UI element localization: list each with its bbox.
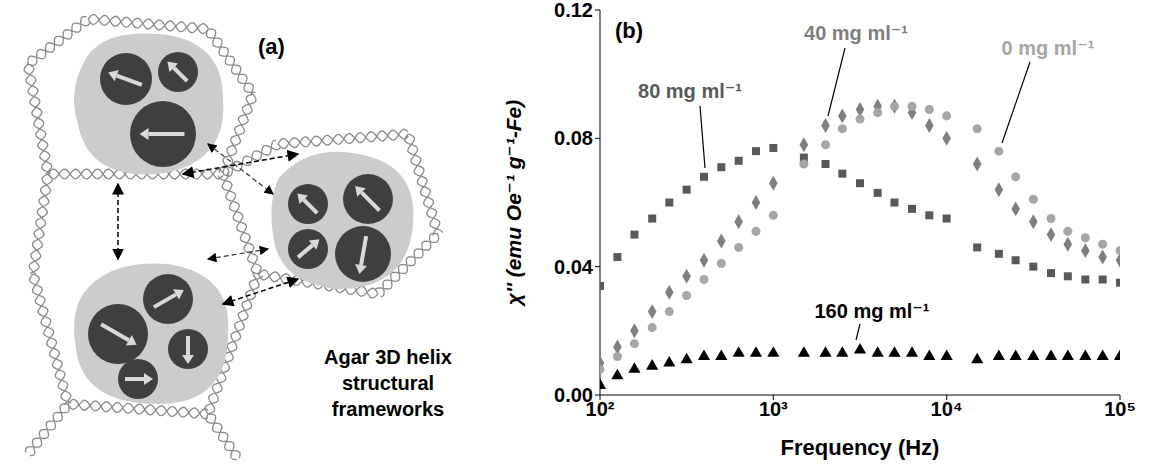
svg-text:10²: 10² — [585, 398, 615, 421]
svg-text:Agar 3D helix: Agar 3D helix — [324, 346, 452, 368]
svg-text:80 mg ml⁻¹: 80 mg ml⁻¹ — [638, 80, 742, 102]
svg-text:χ'' (emu Oe⁻¹ g⁻¹-Fe): χ'' (emu Oe⁻¹ g⁻¹-Fe) — [502, 100, 525, 307]
svg-text:0.04: 0.04 — [554, 256, 594, 278]
svg-text:structural: structural — [342, 372, 434, 394]
svg-text:160 mg ml⁻¹: 160 mg ml⁻¹ — [814, 300, 929, 322]
svg-text:0.12: 0.12 — [554, 0, 593, 21]
svg-text:40 mg ml⁻¹: 40 mg ml⁻¹ — [804, 22, 908, 44]
svg-text:10³: 10³ — [759, 398, 788, 420]
svg-text:Frequency (Hz): Frequency (Hz) — [781, 435, 940, 460]
svg-text:10⁴: 10⁴ — [931, 398, 963, 420]
svg-text:(b): (b) — [615, 18, 643, 43]
svg-text:0.08: 0.08 — [554, 127, 593, 149]
svg-text:(a): (a) — [258, 34, 285, 59]
svg-text:0 mg ml⁻¹: 0 mg ml⁻¹ — [1002, 37, 1095, 59]
svg-text:10⁵: 10⁵ — [1104, 398, 1136, 420]
svg-text:0.00: 0.00 — [554, 384, 593, 406]
svg-text:frameworks: frameworks — [332, 398, 444, 420]
